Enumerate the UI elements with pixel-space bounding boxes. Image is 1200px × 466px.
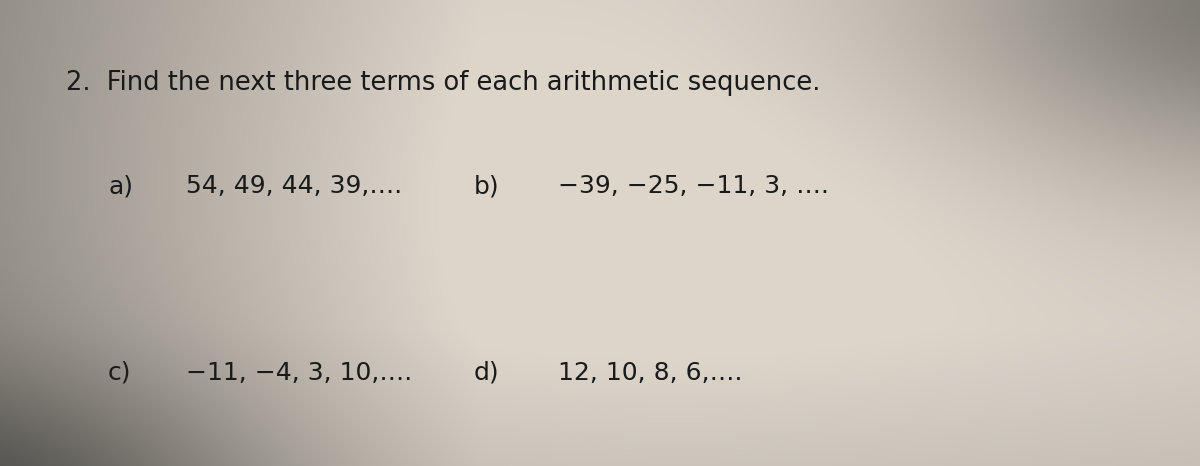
Text: 2.  Find the next three terms of each arithmetic sequence.: 2. Find the next three terms of each ari… bbox=[66, 70, 821, 96]
Text: −11, −4, 3, 10,….: −11, −4, 3, 10,…. bbox=[186, 361, 413, 385]
Text: 54, 49, 44, 39,….: 54, 49, 44, 39,…. bbox=[186, 174, 402, 199]
Text: d): d) bbox=[474, 361, 499, 385]
Text: −39, −25, −11, 3, ….: −39, −25, −11, 3, …. bbox=[558, 174, 829, 199]
Text: a): a) bbox=[108, 174, 133, 199]
Text: c): c) bbox=[108, 361, 132, 385]
Text: b): b) bbox=[474, 174, 499, 199]
Text: 12, 10, 8, 6,….: 12, 10, 8, 6,…. bbox=[558, 361, 743, 385]
